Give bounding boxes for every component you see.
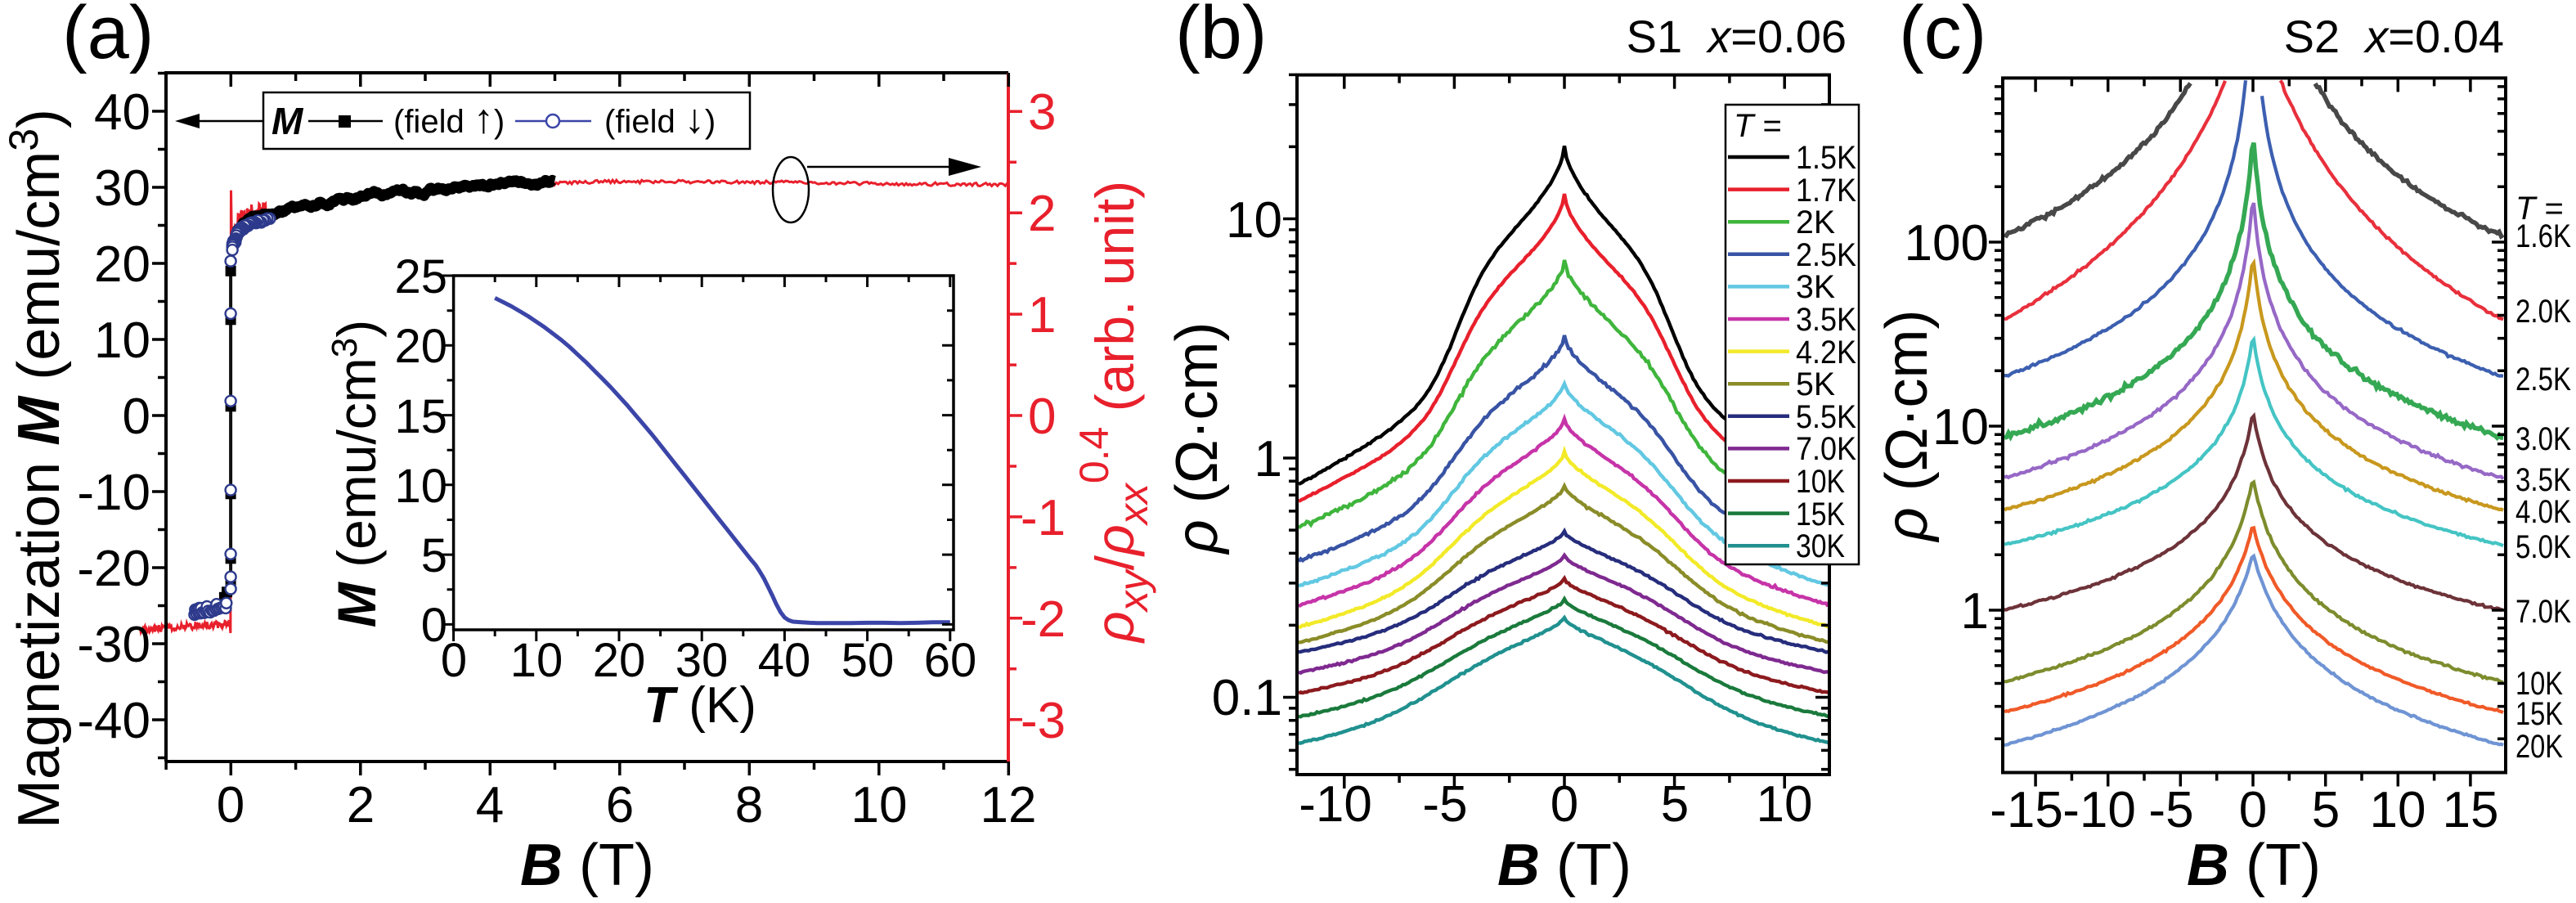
svg-text:10: 10 bbox=[1757, 776, 1813, 833]
svg-text:-20: -20 bbox=[77, 541, 150, 597]
svg-text:(a): (a) bbox=[62, 0, 154, 74]
svg-text:3: 3 bbox=[1028, 84, 1056, 141]
svg-text:4: 4 bbox=[476, 777, 504, 833]
svg-text:2.5K: 2.5K bbox=[1796, 237, 1856, 273]
svg-text:0: 0 bbox=[421, 599, 447, 652]
svg-text:100: 100 bbox=[1905, 215, 1989, 272]
svg-text:0: 0 bbox=[1551, 776, 1578, 833]
svg-text:10: 10 bbox=[510, 634, 563, 687]
svg-text:-10: -10 bbox=[1299, 776, 1372, 833]
svg-text:M (emu/cm3): M (emu/cm3) bbox=[325, 320, 387, 627]
svg-text:10: 10 bbox=[2370, 782, 2426, 838]
svg-text:5.5K: 5.5K bbox=[1796, 399, 1856, 435]
svg-text:15K: 15K bbox=[2515, 696, 2563, 732]
svg-text:T =: T = bbox=[1734, 108, 1782, 144]
svg-text:0: 0 bbox=[217, 777, 245, 833]
svg-text:10: 10 bbox=[1932, 399, 1989, 456]
svg-text:1.6K: 1.6K bbox=[2515, 218, 2571, 254]
svg-text:40: 40 bbox=[94, 84, 150, 141]
svg-text:T =: T = bbox=[2515, 191, 2564, 227]
svg-text:10K: 10K bbox=[1796, 464, 1845, 500]
svg-text:40: 40 bbox=[758, 634, 811, 687]
svg-text:25: 25 bbox=[394, 250, 447, 303]
svg-text:5: 5 bbox=[421, 529, 447, 582]
svg-text:2.0K: 2.0K bbox=[2515, 294, 2571, 330]
svg-text:ρxy/ρxx0.4 (arb. unit): ρxy/ρxx0.4 (arb. unit) bbox=[1071, 181, 1156, 644]
svg-text:10: 10 bbox=[851, 777, 908, 833]
svg-text:T (K): T (K) bbox=[644, 677, 756, 734]
svg-text:(field ↓): (field ↓) bbox=[604, 96, 716, 142]
svg-text:0: 0 bbox=[441, 634, 467, 687]
svg-text:1: 1 bbox=[1254, 431, 1282, 487]
svg-text:3.5K: 3.5K bbox=[1796, 302, 1856, 338]
svg-text:4.2K: 4.2K bbox=[1796, 335, 1856, 371]
svg-text:50: 50 bbox=[841, 634, 895, 687]
svg-text:5: 5 bbox=[1661, 776, 1689, 833]
svg-text:3.0K: 3.0K bbox=[2515, 421, 2571, 457]
svg-text:2: 2 bbox=[1028, 186, 1056, 242]
svg-text:-10: -10 bbox=[77, 465, 150, 521]
svg-text:6: 6 bbox=[606, 777, 634, 833]
svg-text:20K: 20K bbox=[2515, 729, 2563, 765]
svg-text:20: 20 bbox=[593, 634, 646, 687]
svg-text:2: 2 bbox=[347, 777, 375, 833]
svg-text:0: 0 bbox=[1028, 389, 1056, 445]
svg-text:-5: -5 bbox=[2148, 782, 2193, 838]
svg-text:S1 x=0.06: S1 x=0.06 bbox=[1627, 11, 1847, 62]
svg-text:15: 15 bbox=[394, 390, 447, 443]
svg-text:1: 1 bbox=[1028, 287, 1056, 344]
svg-text:4.0K: 4.0K bbox=[2515, 494, 2571, 530]
svg-text:7.0K: 7.0K bbox=[2515, 594, 2571, 630]
svg-text:S2 x=0.04: S2 x=0.04 bbox=[2284, 11, 2504, 62]
svg-text:10: 10 bbox=[94, 312, 150, 369]
svg-text:5.0K: 5.0K bbox=[2515, 529, 2571, 565]
svg-text:-3: -3 bbox=[1021, 693, 1066, 749]
svg-text:-1: -1 bbox=[1021, 490, 1066, 546]
svg-text:30K: 30K bbox=[1796, 528, 1845, 564]
svg-text:7.0K: 7.0K bbox=[1796, 431, 1856, 467]
svg-text:12: 12 bbox=[981, 777, 1037, 833]
svg-text:60: 60 bbox=[924, 634, 977, 687]
svg-text:0.1: 0.1 bbox=[1212, 670, 1282, 726]
svg-text:5: 5 bbox=[2312, 782, 2340, 838]
svg-text:B (T): B (T) bbox=[520, 833, 654, 898]
svg-text:30: 30 bbox=[94, 160, 150, 217]
svg-text:30: 30 bbox=[675, 634, 729, 687]
svg-text:8: 8 bbox=[735, 777, 763, 833]
svg-text:M: M bbox=[272, 100, 304, 142]
svg-text:10: 10 bbox=[1226, 192, 1282, 249]
svg-text:5K: 5K bbox=[1796, 366, 1835, 402]
svg-text:15K: 15K bbox=[1796, 496, 1845, 532]
svg-text:-2: -2 bbox=[1021, 591, 1066, 648]
svg-text:20: 20 bbox=[94, 236, 150, 293]
svg-text:20: 20 bbox=[394, 320, 447, 373]
svg-text:B (T): B (T) bbox=[1497, 833, 1631, 898]
svg-text:10K: 10K bbox=[2515, 666, 2563, 702]
svg-text:10: 10 bbox=[394, 460, 447, 513]
svg-text:2.5K: 2.5K bbox=[2515, 362, 2571, 398]
svg-text:(b): (b) bbox=[1175, 0, 1267, 74]
svg-text:3.5K: 3.5K bbox=[2515, 462, 2571, 498]
svg-text:0: 0 bbox=[123, 389, 150, 445]
svg-text:-10: -10 bbox=[2062, 782, 2136, 838]
svg-text:-15: -15 bbox=[1990, 782, 2063, 838]
svg-text:3K: 3K bbox=[1796, 269, 1835, 305]
svg-text:1: 1 bbox=[1961, 583, 1989, 640]
svg-text:-5: -5 bbox=[1422, 776, 1467, 833]
svg-text:1.5K: 1.5K bbox=[1796, 140, 1856, 176]
svg-text:-40: -40 bbox=[77, 693, 150, 749]
svg-text:0: 0 bbox=[2239, 782, 2267, 838]
svg-text:1.7K: 1.7K bbox=[1796, 173, 1856, 209]
svg-text:2K: 2K bbox=[1796, 204, 1835, 240]
svg-text:B (T): B (T) bbox=[2187, 833, 2321, 898]
svg-text:15: 15 bbox=[2443, 782, 2499, 838]
svg-text:-30: -30 bbox=[77, 617, 150, 673]
svg-text:ρ (Ω·cm): ρ (Ω·cm) bbox=[1874, 310, 1940, 543]
svg-text:(field ↑): (field ↑) bbox=[393, 96, 505, 142]
svg-text:(c): (c) bbox=[1899, 0, 1986, 74]
svg-text:Magnetization M (emu/cm3): Magnetization M (emu/cm3) bbox=[1, 109, 72, 829]
svg-text:ρ (Ω·cm): ρ (Ω·cm) bbox=[1165, 322, 1230, 555]
